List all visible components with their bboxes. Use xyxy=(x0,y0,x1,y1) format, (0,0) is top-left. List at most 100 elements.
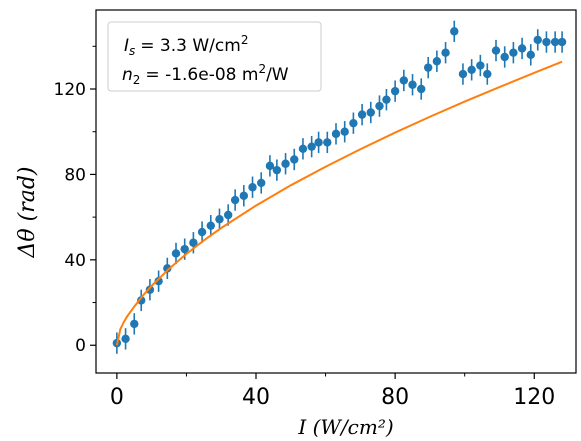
point-marker xyxy=(500,52,509,62)
data-point xyxy=(145,279,155,301)
point-marker xyxy=(180,244,189,254)
point-marker xyxy=(382,95,391,104)
data-point xyxy=(257,172,266,194)
point-marker xyxy=(265,161,275,171)
point-marker xyxy=(121,334,130,344)
point-marker xyxy=(189,238,198,247)
annotation-line-2-symbol: n xyxy=(122,65,133,85)
point-marker xyxy=(331,129,341,139)
point-marker xyxy=(163,264,172,273)
point-marker xyxy=(476,61,485,70)
data-point xyxy=(265,155,275,177)
x-tick-label: 80 xyxy=(381,385,409,410)
point-marker xyxy=(390,86,400,96)
x-tick-label: 40 xyxy=(242,385,270,410)
point-marker xyxy=(130,319,139,329)
point-marker xyxy=(340,127,349,136)
annotation-line-2-unit: /W xyxy=(266,65,289,85)
point-marker xyxy=(399,76,409,85)
data-point xyxy=(323,131,332,154)
data-point xyxy=(230,189,240,211)
point-marker xyxy=(542,37,551,47)
point-marker xyxy=(550,37,560,47)
data-point xyxy=(542,31,551,53)
point-marker xyxy=(483,69,492,79)
fit-curve xyxy=(115,60,563,346)
annotation-line-1-symbol: I xyxy=(124,36,129,56)
data-point xyxy=(417,78,426,100)
point-marker xyxy=(366,108,375,117)
data-point xyxy=(239,185,249,207)
data-point xyxy=(215,208,224,230)
data-point xyxy=(441,42,450,64)
point-marker xyxy=(206,221,215,230)
point-marker xyxy=(509,48,518,57)
point-marker xyxy=(423,63,433,72)
data-point xyxy=(517,37,527,60)
data-point xyxy=(163,257,172,280)
data-point xyxy=(298,138,308,160)
annotation-box: Is = 3.3 W/cm2 n2 = -1.6e-08 m2/W xyxy=(107,21,322,92)
point-marker xyxy=(441,48,450,57)
data-point xyxy=(154,270,163,292)
y-axis: 0 40 80 120 xyxy=(54,45,96,356)
point-marker xyxy=(557,37,567,47)
data-point xyxy=(432,50,442,72)
data-point xyxy=(458,63,468,85)
data-point xyxy=(171,242,181,265)
x-axis: 0 40 80 120 xyxy=(110,373,555,410)
annotation-line-1-text: = 3.3 W/cm xyxy=(140,36,241,56)
data-point xyxy=(526,44,535,66)
data-point xyxy=(382,89,391,111)
data-point xyxy=(189,232,198,254)
point-marker xyxy=(137,296,146,305)
annotation-line-1-sup: 2 xyxy=(241,33,249,47)
data-point xyxy=(272,159,282,181)
point-marker xyxy=(357,110,367,119)
y-axis-label: Δθ (rad) xyxy=(15,166,40,258)
point-marker xyxy=(491,46,501,55)
point-marker xyxy=(375,101,384,111)
point-marker xyxy=(230,195,240,205)
point-marker xyxy=(239,191,249,200)
annotation-line-2-sup: 2 xyxy=(258,62,266,76)
point-marker xyxy=(349,118,358,128)
y-tick-label: 80 xyxy=(64,165,86,185)
data-point xyxy=(223,204,233,226)
x-tick-label: 0 xyxy=(110,385,124,410)
data-point xyxy=(248,176,257,198)
point-marker xyxy=(248,183,257,192)
point-marker xyxy=(314,138,323,147)
data-point xyxy=(357,103,367,126)
annotation-line-1: Is = 3.3 W/cm2 xyxy=(124,33,248,58)
point-marker xyxy=(298,144,308,153)
point-marker xyxy=(517,44,527,53)
data-point xyxy=(491,39,501,62)
annotation-line-2-sub: 2 xyxy=(133,73,141,87)
point-marker xyxy=(272,165,282,175)
data-point xyxy=(476,54,485,77)
data-point xyxy=(467,59,476,81)
data-point xyxy=(509,42,518,64)
data-point xyxy=(366,101,375,124)
data-point xyxy=(349,112,358,134)
data-point xyxy=(130,313,139,335)
annotation-line-2: n2 = -1.6e-08 m2/W xyxy=(122,62,289,87)
data-point xyxy=(533,29,542,51)
point-marker xyxy=(307,142,316,151)
data-point xyxy=(399,69,409,92)
point-marker xyxy=(533,35,542,45)
data-point xyxy=(197,221,207,243)
x-axis-label: I (W/cm²) xyxy=(297,415,393,439)
data-point xyxy=(137,289,146,312)
point-marker xyxy=(197,227,207,237)
data-point xyxy=(483,63,492,85)
point-marker xyxy=(257,178,266,188)
point-marker xyxy=(526,50,535,60)
point-marker xyxy=(408,80,417,89)
point-marker xyxy=(417,84,426,94)
data-point xyxy=(375,95,384,117)
data-point xyxy=(307,135,316,158)
data-point xyxy=(550,31,560,53)
